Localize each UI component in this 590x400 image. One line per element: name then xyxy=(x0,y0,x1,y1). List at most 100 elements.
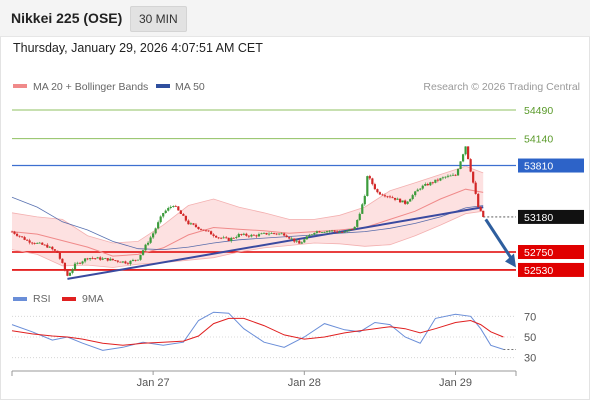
candle-body xyxy=(10,231,14,233)
candle-body xyxy=(121,261,124,263)
candle-body xyxy=(343,231,346,233)
rsi-legend: RSI 9MA xyxy=(13,293,104,305)
timestamp: Thursday, January 29, 2026 4:07:51 AM CE… xyxy=(13,41,263,55)
candle-body xyxy=(323,232,326,233)
candle-body xyxy=(215,235,218,238)
candle-body xyxy=(111,258,114,261)
candle-body xyxy=(116,260,119,262)
candle-body xyxy=(245,233,248,236)
level-badge-52530 xyxy=(518,262,584,277)
candle-body xyxy=(36,242,39,244)
candle-body xyxy=(162,213,165,217)
candle-body xyxy=(363,195,366,205)
ma50-legend-label: MA 50 xyxy=(175,81,205,93)
candle-body xyxy=(371,178,374,185)
candle-body xyxy=(129,260,132,265)
candle-body xyxy=(361,204,364,214)
candle-body xyxy=(333,230,336,232)
candle-body xyxy=(479,207,482,211)
candle-body xyxy=(101,258,104,260)
ma20-legend-swatch xyxy=(13,84,27,88)
x-tick-label: Jan 27 xyxy=(137,377,170,389)
candle-body xyxy=(358,213,361,220)
candle-body xyxy=(182,213,185,216)
candle-body xyxy=(232,237,235,239)
x-tick-label: Jan 29 xyxy=(439,377,472,389)
candle-body xyxy=(13,231,16,234)
level-label-52750: 52750 xyxy=(524,247,553,259)
candle-body xyxy=(235,237,238,238)
candle-body xyxy=(124,261,127,264)
candle-body xyxy=(114,260,117,261)
candle-body xyxy=(310,234,313,236)
ma50-line xyxy=(11,196,484,251)
candle-body xyxy=(167,208,170,211)
candle-body xyxy=(381,194,384,196)
candle-body xyxy=(393,197,397,200)
candle-body xyxy=(290,238,293,240)
candle-body xyxy=(109,258,112,261)
candle-body xyxy=(187,220,190,225)
level-labels: 54490 54140 53810 53180 52750 52530 xyxy=(518,105,584,277)
candle-body xyxy=(26,239,29,241)
candle-body xyxy=(15,233,19,236)
candle-body xyxy=(157,222,160,229)
rsi-tick-50: 50 xyxy=(524,332,536,344)
candle-body xyxy=(164,210,167,214)
candle-body xyxy=(217,237,220,239)
candle-body xyxy=(61,258,64,263)
bollinger-upper-line xyxy=(11,165,484,244)
candle-body xyxy=(260,233,263,235)
candle-body xyxy=(278,233,281,235)
candle-body xyxy=(73,263,77,270)
candle-body xyxy=(434,179,437,183)
candle-body xyxy=(212,234,215,236)
candle-body xyxy=(66,269,69,276)
candle-body xyxy=(386,196,389,198)
candle-body xyxy=(305,236,308,240)
candle-body xyxy=(391,197,394,199)
candle-body xyxy=(192,223,195,225)
candle-body xyxy=(398,198,402,203)
price-levels xyxy=(12,109,516,271)
header-bar: Nikkei 225 (OSE) 30 MIN xyxy=(0,0,590,37)
candle-body xyxy=(154,228,157,234)
timeframe-button[interactable]: 30 MIN xyxy=(130,6,187,32)
candle-body xyxy=(23,237,26,240)
candle-body xyxy=(58,252,61,259)
candle-body xyxy=(152,233,155,238)
candle-body xyxy=(318,231,321,233)
candle-body xyxy=(275,233,278,235)
candle-body xyxy=(83,258,87,262)
candle-body xyxy=(247,235,250,237)
candle-body xyxy=(265,232,268,235)
candle-body xyxy=(68,272,72,276)
rsi-ma-legend-label: 9MA xyxy=(82,293,104,305)
candle-body xyxy=(409,199,412,202)
candle-body xyxy=(53,249,56,251)
candle-body xyxy=(99,257,102,260)
candle-body xyxy=(18,235,21,237)
candle-body xyxy=(136,259,140,261)
candle-body xyxy=(472,171,475,183)
candle-body xyxy=(474,182,477,194)
candle-body xyxy=(131,259,135,261)
candle-body xyxy=(255,235,258,237)
candle-body xyxy=(426,184,429,186)
level-label-53180: 53180 xyxy=(524,212,553,224)
candle-body xyxy=(272,233,276,234)
candle-body xyxy=(454,174,457,176)
level-label-54490: 54490 xyxy=(524,105,553,117)
candle-body xyxy=(298,240,301,244)
candle-body xyxy=(449,175,452,177)
x-axis: Jan 27 Jan 28 Jan 29 xyxy=(11,370,517,389)
candle-body xyxy=(141,250,145,255)
candle-body xyxy=(414,191,417,196)
candle-body xyxy=(250,234,253,237)
candle-body xyxy=(338,231,341,233)
credit-text: Research © 2026 Trading Central xyxy=(423,81,580,93)
candle-body xyxy=(325,231,329,233)
candle-body xyxy=(38,242,41,244)
rsi-panel: 70 50 30 xyxy=(11,311,536,365)
candle-body xyxy=(207,230,210,232)
